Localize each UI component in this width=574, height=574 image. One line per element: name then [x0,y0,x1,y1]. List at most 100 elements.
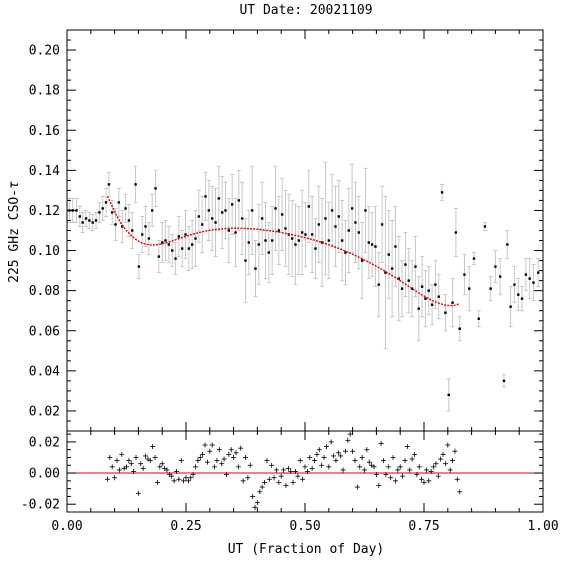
data-point [354,221,357,224]
data-point [400,287,404,290]
residual-marker [128,461,134,467]
residual-marker [328,439,334,445]
residual-marker [228,447,234,453]
x-tick-label: 0.50 [289,519,320,534]
residual-marker [302,464,308,470]
residual-marker [366,459,372,465]
residual-marker [157,464,163,470]
residual-marker [138,461,144,467]
data-point [430,303,434,306]
residual-marker [250,493,256,499]
data-point [104,201,108,204]
data-point [434,283,437,286]
data-point [207,209,211,212]
data-point [214,221,217,224]
data-point [509,305,512,308]
residual-marker [364,447,370,453]
data-point [477,317,480,320]
residual-marker [407,467,413,473]
y-tick-labels-residual: -0.02 0.00 0.02 [21,435,60,512]
data-point [513,283,516,286]
data-point [224,209,227,212]
y-tick-labels-main: 0.02 0.04 0.06 0.08 0.10 0.12 0.14 0.16 0.18 0.20 [29,44,60,420]
data-point [324,217,327,220]
data-point [184,233,187,236]
data-point [517,293,520,296]
residual-marker [135,490,141,496]
y-axis-label: 225 GHz CSO-τ [7,181,22,283]
data-point [78,215,82,218]
data-point [384,271,387,274]
data-point [180,247,184,250]
residual-marker [185,478,191,484]
main-plot-panel [66,29,544,432]
data-point [370,243,374,246]
residual-marker [419,476,425,482]
x-tick-label: 0.25 [170,519,201,534]
data-point [357,231,360,234]
data-point [437,295,440,298]
data-point [350,207,354,210]
data-point [217,197,221,200]
residual-marker [288,469,294,474]
residual-marker [119,451,125,457]
residual-marker [347,431,353,437]
data-point [114,223,117,226]
residual-marker [335,450,341,456]
data-point [310,233,314,236]
residual-marker [183,475,189,481]
data-point [167,243,171,246]
y-tick-label: 0.08 [29,284,60,299]
residual-marker [457,489,463,495]
residual-marker [452,448,458,454]
residual-marker [338,453,344,459]
residual-marker [352,458,358,464]
residual-marker [362,467,367,473]
y-tick-label: 0.10 [29,244,60,259]
residual-marker [212,464,218,470]
residual-marker [378,440,384,446]
data-point [404,263,407,266]
residual-marker [316,447,322,453]
data-point [284,227,287,230]
data-point [151,209,154,212]
residual-marker [266,476,272,482]
residual-marker [114,458,120,464]
data-point [141,233,144,236]
residual-marker [383,472,389,478]
x-tick-label: 0.00 [51,519,82,534]
residual-marker [126,458,132,464]
data-point [390,267,394,270]
residual-marker [450,458,456,464]
residual-marker [221,456,227,462]
data-point [220,211,224,214]
data-point [377,283,380,286]
residual-marker [402,458,408,464]
residual-marker [176,476,182,482]
residual-marker [309,465,315,471]
data-point [387,253,390,256]
data-point [524,273,528,276]
residual-marker [109,464,115,470]
y-tick-label: 0.16 [29,124,60,139]
error-bars [67,161,541,412]
residual-marker [350,448,356,454]
data-point [197,215,201,218]
residual-marker [340,467,346,473]
residual-marker [243,454,248,460]
y-tick-label: 0.04 [29,364,60,379]
residual-marker [354,484,360,490]
data-point [257,243,261,246]
residual-marker [147,458,153,464]
data-point [127,219,131,222]
data-point [210,217,214,220]
data-point [260,217,264,220]
data-point [537,271,540,274]
fit-curve [106,196,460,307]
data-point [317,223,321,226]
residual-marker [381,458,387,464]
data-point [117,201,121,204]
data-point [364,209,367,212]
residual-marker [333,458,339,464]
residual-marker [373,472,379,478]
